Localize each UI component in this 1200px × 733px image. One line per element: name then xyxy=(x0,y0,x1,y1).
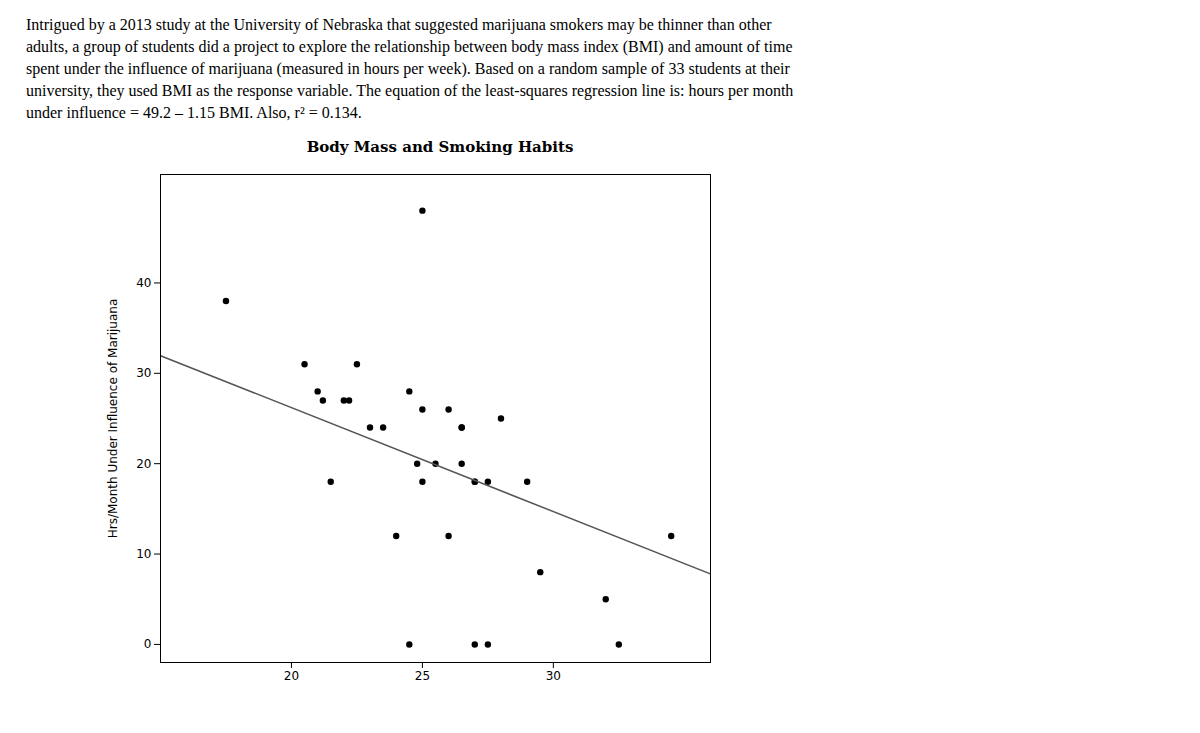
html-text:university, they used BMI as t: university, they used BMI as the respons… xyxy=(26,82,794,99)
html-text:spent under the influence of m: spent under the influence of marijuana (… xyxy=(26,60,790,77)
svg-text:30: 30 xyxy=(546,669,561,683)
html-text:adults, a group of students di: adults, a group of students did a projec… xyxy=(26,38,793,55)
svg-text:20: 20 xyxy=(136,457,151,471)
html-text:Intrigued by a 2013 study at t: Intrigued by a 2013 study at the Univers… xyxy=(26,16,772,33)
svg-text:20: 20 xyxy=(284,669,299,683)
svg-text:30: 30 xyxy=(136,366,151,380)
svg-text:Hrs/Month Under Influence of M: Hrs/Month Under Influence of Marijuana xyxy=(106,299,120,539)
html-text:Body Mass and Smoking Habits: Body Mass and Smoking Habits xyxy=(306,138,574,156)
svg-text:40: 40 xyxy=(136,276,151,290)
svg-text:10: 10 xyxy=(136,547,151,561)
svg-text:0: 0 xyxy=(144,637,152,651)
svg-text:25: 25 xyxy=(415,669,430,683)
html-text:under influence = 49.2 – 1.15: under influence = 49.2 – 1.15 BMI. Also,… xyxy=(26,104,362,121)
